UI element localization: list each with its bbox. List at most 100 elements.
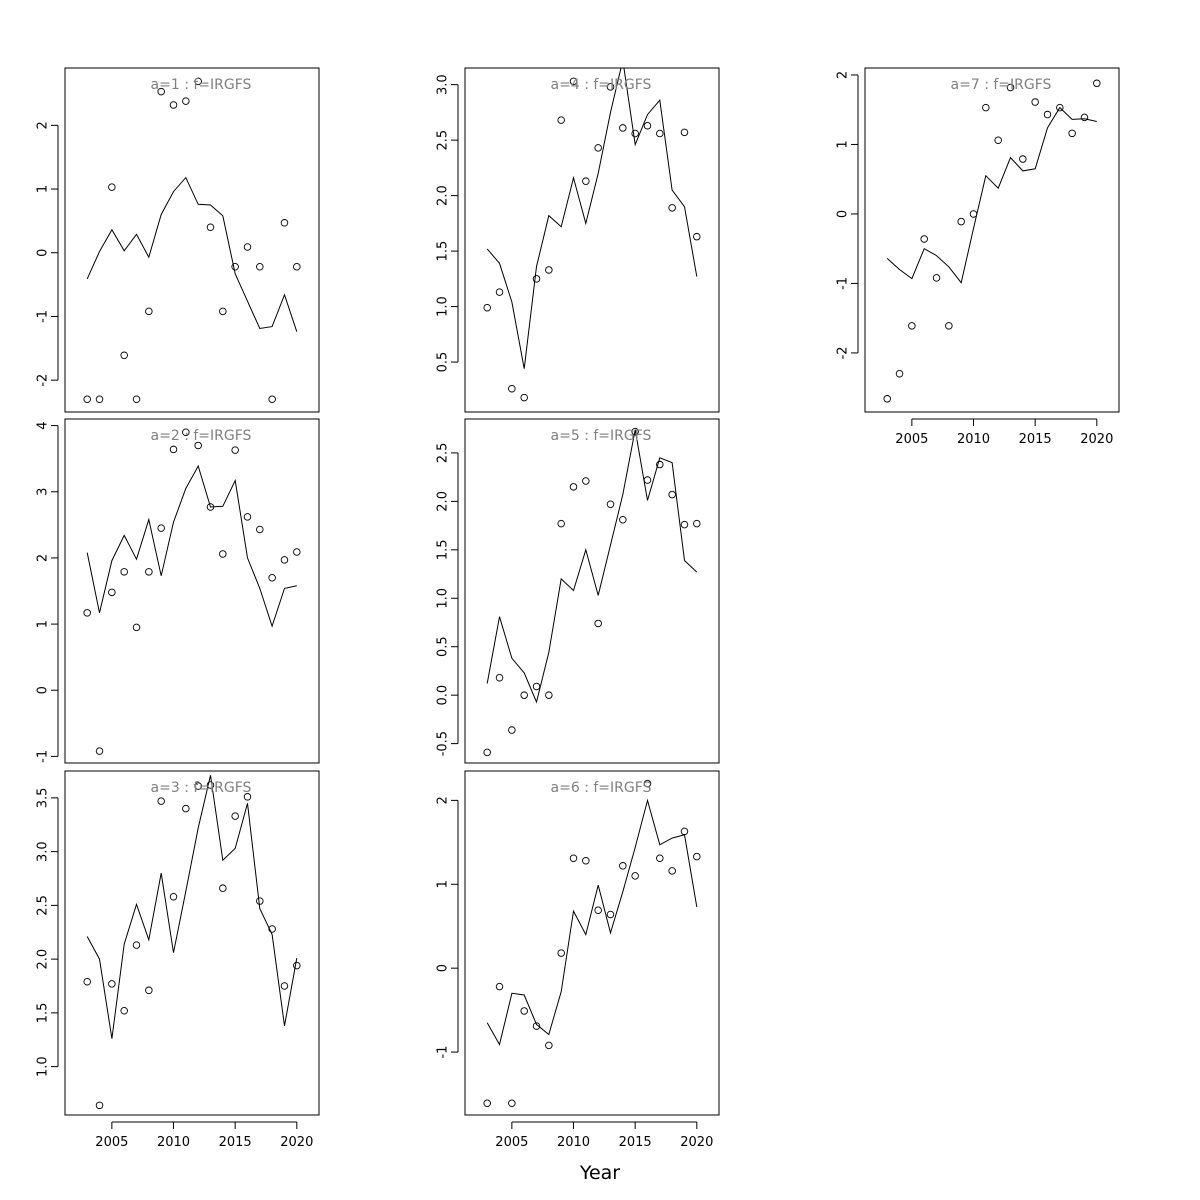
y-tick-label: 1.0 [36, 1056, 51, 1077]
y-tick-label: 2.0 [36, 949, 51, 970]
y-tick-label: -2 [36, 374, 51, 387]
observed-point [206, 503, 215, 511]
observed-point [945, 322, 953, 330]
observed-point [582, 177, 590, 185]
observed-point [157, 524, 165, 532]
y-tick-label: 1.0 [436, 296, 451, 317]
y-tick-label: 2 [36, 554, 51, 562]
x-tick-label: 2020 [1080, 432, 1113, 447]
panel-frame [864, 67, 1120, 413]
observed-point [656, 854, 664, 863]
panel-title: a=2 : f=IRGFS [151, 428, 252, 444]
observed-point [1056, 103, 1064, 112]
observed-point [594, 906, 602, 915]
observed-point [883, 395, 891, 403]
observed-point [293, 548, 301, 556]
y-tick-label: 0.5 [436, 352, 451, 373]
observed-point [668, 867, 676, 875]
observed-point [668, 204, 676, 212]
observed-point [157, 797, 165, 805]
observed-point [256, 525, 264, 534]
observed-point [243, 243, 252, 251]
observed-point [231, 446, 239, 454]
observed-point [120, 351, 128, 360]
y-tick-label: -1 [436, 1046, 451, 1059]
observed-point [280, 982, 289, 990]
observed-point [194, 77, 202, 86]
series-group [483, 427, 701, 757]
panel-title: a=4 : f=IRGFS [551, 77, 652, 93]
observed-point [656, 129, 664, 138]
observed-point [1068, 129, 1076, 138]
y-tick-label: 1 [436, 880, 451, 888]
y-tick-label: 0 [436, 964, 451, 972]
observed-point [268, 395, 276, 404]
observed-point [483, 303, 491, 312]
fitted-line [86, 464, 297, 628]
observed-point [994, 136, 1002, 145]
observed-point [483, 1099, 491, 1108]
observed-point [120, 568, 128, 576]
series-group [883, 79, 1101, 403]
observed-point [243, 513, 252, 521]
y-tick-label: 2 [436, 796, 451, 804]
panel-a6: -1 0 1 2 2005 2010 2015 2020 a=6 : f=IRGFS [436, 770, 720, 1150]
panel-a3: 1.0 1.5 2.0 2.5 3.0 3.5 2005 2010 2015 2020 a=3 : … [36, 770, 320, 1150]
observed-point [1043, 110, 1052, 119]
y-tick-label: 1.5 [436, 539, 451, 560]
observed-point [206, 223, 215, 232]
observed-point [680, 827, 689, 836]
observed-point [508, 384, 516, 393]
observed-point [219, 307, 227, 316]
x-tick-label: 2020 [680, 1135, 713, 1150]
y-tick-label: 0 [836, 210, 851, 218]
panel-frame [464, 418, 720, 764]
observed-point [631, 872, 639, 880]
observed-point [532, 275, 541, 283]
observed-point [194, 782, 202, 790]
observed-point [594, 619, 602, 628]
observed-point [108, 980, 116, 988]
observed-point [145, 986, 153, 995]
observed-point [693, 519, 701, 528]
y-tick-label: 1.5 [36, 1003, 51, 1024]
observed-point [219, 884, 227, 892]
observed-point [256, 263, 264, 271]
y-tick-label: 0 [36, 686, 51, 694]
observed-point [108, 588, 116, 597]
y-tick-label: -2 [836, 346, 851, 359]
observed-point [920, 235, 928, 243]
y-tick-label: -1 [836, 277, 851, 290]
y-tick-label: 1.0 [436, 588, 451, 609]
y-tick-label: 3.0 [36, 841, 51, 862]
observed-point [680, 520, 689, 529]
series-group [83, 775, 301, 1110]
observed-point [557, 116, 565, 124]
observed-point [194, 441, 202, 450]
y-tick-label: 2.5 [436, 443, 451, 464]
observed-point [132, 941, 141, 949]
fitted-line [486, 798, 698, 1046]
observed-point [1006, 83, 1015, 92]
observed-point [545, 266, 553, 274]
observed-point [243, 793, 252, 801]
observed-point [83, 609, 91, 617]
observed-point [256, 897, 264, 905]
y-tick-label: 0.5 [436, 636, 451, 657]
observed-point [268, 574, 276, 582]
observed-point [520, 393, 528, 402]
y-tick-label: 2.0 [436, 185, 451, 206]
x-tick-label: 2005 [95, 1135, 128, 1150]
observed-point [293, 961, 301, 970]
y-tick-label: 2.5 [36, 895, 51, 916]
observed-point [120, 1006, 128, 1015]
observed-point [569, 854, 578, 863]
y-tick-label: 2.5 [436, 130, 451, 151]
x-tick-label: 2015 [619, 1135, 652, 1150]
fitted-line [86, 775, 298, 1039]
fitted-line [486, 68, 698, 369]
observed-point [182, 428, 190, 436]
observed-point [132, 395, 141, 404]
y-tick-label: 4 [36, 421, 51, 429]
observed-point [169, 101, 178, 109]
